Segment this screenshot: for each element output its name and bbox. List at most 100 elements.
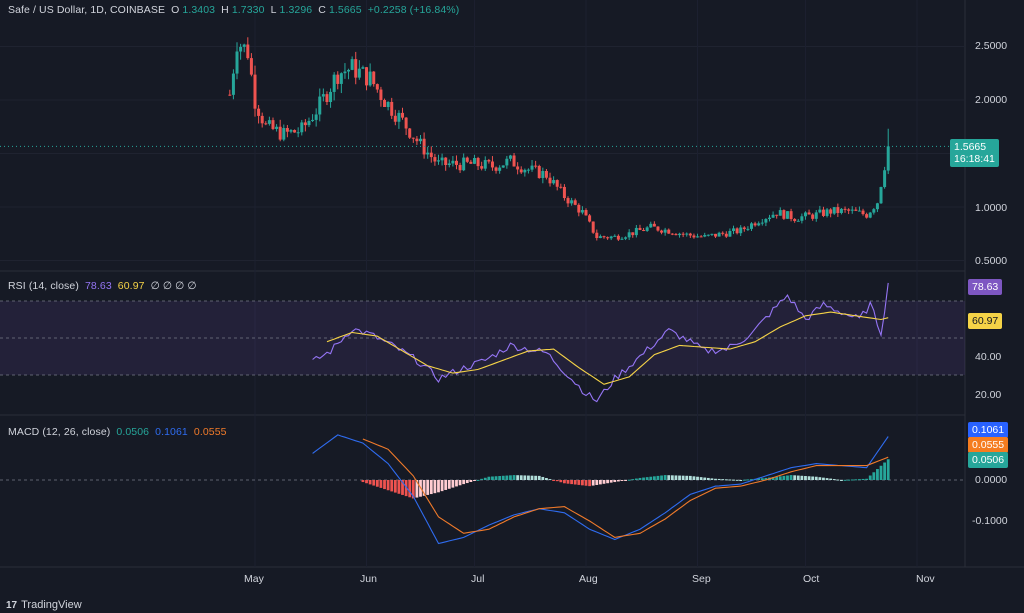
macd-histogram-bar: [757, 478, 761, 480]
macd-histogram-bar: [850, 479, 854, 481]
macd-histogram-bar: [577, 480, 581, 485]
candle-body: [253, 74, 257, 109]
macd-histogram-bar: [811, 476, 815, 480]
macd-title: MACD (12, 26, close): [8, 426, 111, 438]
candle-body: [408, 128, 412, 138]
price-axis-label: 0.5000: [975, 255, 1008, 267]
macd-histogram-bar: [598, 480, 602, 485]
macd-histogram-bar: [588, 480, 591, 487]
candle-body: [681, 233, 685, 235]
macd-histogram-bar: [426, 480, 430, 495]
candle-body: [289, 130, 293, 132]
candle-body: [732, 228, 736, 231]
candle-body: [879, 187, 883, 204]
candle-body: [393, 115, 397, 122]
candle-body: [458, 164, 462, 171]
macd-histogram-bar: [386, 480, 390, 491]
tradingview-logo[interactable]: 17 TradingView: [6, 599, 82, 611]
candle-body: [674, 234, 678, 236]
macd-histogram-bar: [465, 480, 469, 484]
open-label: O: [171, 4, 180, 16]
candle-body: [821, 209, 825, 216]
macd-legend[interactable]: MACD (12, 26, close) 0.0506 0.1061 0.055…: [8, 426, 230, 438]
candle-body: [282, 128, 286, 140]
candle-body: [595, 232, 599, 239]
macd-axis-label: 0.0000: [975, 474, 1008, 486]
macd-histogram-bar: [447, 480, 451, 489]
macd-histogram-bar: [854, 479, 858, 481]
candle-body: [854, 209, 858, 211]
macd-histogram-bar: [825, 478, 829, 480]
last-price: 1.5665: [954, 141, 987, 153]
candle-body: [555, 180, 559, 187]
candle-body: [375, 84, 379, 90]
macd-histogram-bar: [440, 480, 444, 492]
candle-body: [656, 226, 660, 231]
macd-histogram-bar: [865, 478, 869, 480]
candle-body: [857, 210, 861, 212]
candle-body: [609, 236, 613, 239]
candle-body: [861, 210, 865, 215]
candle-body: [703, 235, 707, 237]
macd-histogram-bar: [649, 476, 653, 480]
macd-histogram-bar: [383, 480, 386, 490]
candle-body: [242, 44, 246, 47]
candle-body: [692, 235, 696, 238]
candle-body: [825, 209, 829, 216]
candle-body: [454, 160, 458, 165]
candle-body: [584, 210, 588, 216]
candle-body: [843, 208, 847, 210]
macd-histogram-bar: [814, 476, 818, 480]
candle-body: [383, 99, 387, 107]
candle-body: [566, 198, 570, 204]
macd-histogram-bar: [602, 480, 606, 484]
macd-histogram-bar: [717, 478, 721, 480]
macd-histogram-bar: [379, 480, 383, 488]
rsi-title: RSI (14, close): [8, 280, 79, 292]
macd-histogram-bar: [667, 475, 671, 480]
macd-histogram-bar: [721, 479, 725, 481]
candle-body: [868, 212, 872, 218]
macd-histogram-bar: [692, 476, 696, 480]
macd-histogram-bar: [368, 480, 372, 485]
candle-body: [336, 74, 340, 84]
candle-body: [764, 219, 768, 223]
macd-signal-value: 0.0555: [193, 426, 227, 438]
price-axis-label: 2.5000: [975, 40, 1008, 52]
macd-histogram-bar: [645, 477, 649, 480]
macd-histogram-bar: [519, 475, 523, 480]
macd-histogram-bar: [760, 478, 764, 480]
macd-histogram-bar: [728, 479, 732, 481]
macd-histogram-bar: [429, 480, 433, 495]
macd-histogram-bar: [530, 475, 534, 480]
macd-histogram-bar: [652, 476, 656, 480]
macd-histogram-bar: [724, 479, 728, 481]
countdown-timer: 16:18:41: [954, 153, 995, 165]
rsi-legend[interactable]: RSI (14, close) 78.63 60.97 ∅ ∅ ∅ ∅: [8, 280, 200, 292]
symbol-legend[interactable]: Safe / US Dollar, 1D, COINBASE O 1.3403 H…: [8, 4, 462, 16]
tradingview-mark-icon: 17: [6, 599, 18, 611]
rsi-value: 78.63: [84, 280, 112, 292]
candle-body: [404, 117, 408, 129]
candle-body: [872, 209, 876, 213]
candle-body: [793, 219, 797, 222]
candle-body: [419, 138, 422, 142]
candle-body: [332, 74, 336, 92]
candle-body: [588, 215, 592, 222]
macd-histogram-bar: [476, 479, 480, 481]
candle-body: [278, 126, 282, 140]
macd-histogram-bar: [613, 480, 617, 483]
macd-histogram-bar: [512, 475, 516, 480]
candle-body: [483, 160, 487, 169]
macd-histogram-bar: [656, 475, 660, 480]
candle-body: [354, 59, 358, 78]
macd-histogram-bar: [620, 480, 624, 481]
brand-name: TradingView: [21, 599, 82, 611]
candle-body: [839, 208, 843, 213]
candle-body: [800, 216, 804, 221]
macd-histogram-bar: [545, 478, 548, 480]
macd-histogram-bar: [606, 480, 609, 484]
macd-histogram-bar: [868, 475, 872, 480]
macd-histogram-bar: [793, 475, 797, 480]
